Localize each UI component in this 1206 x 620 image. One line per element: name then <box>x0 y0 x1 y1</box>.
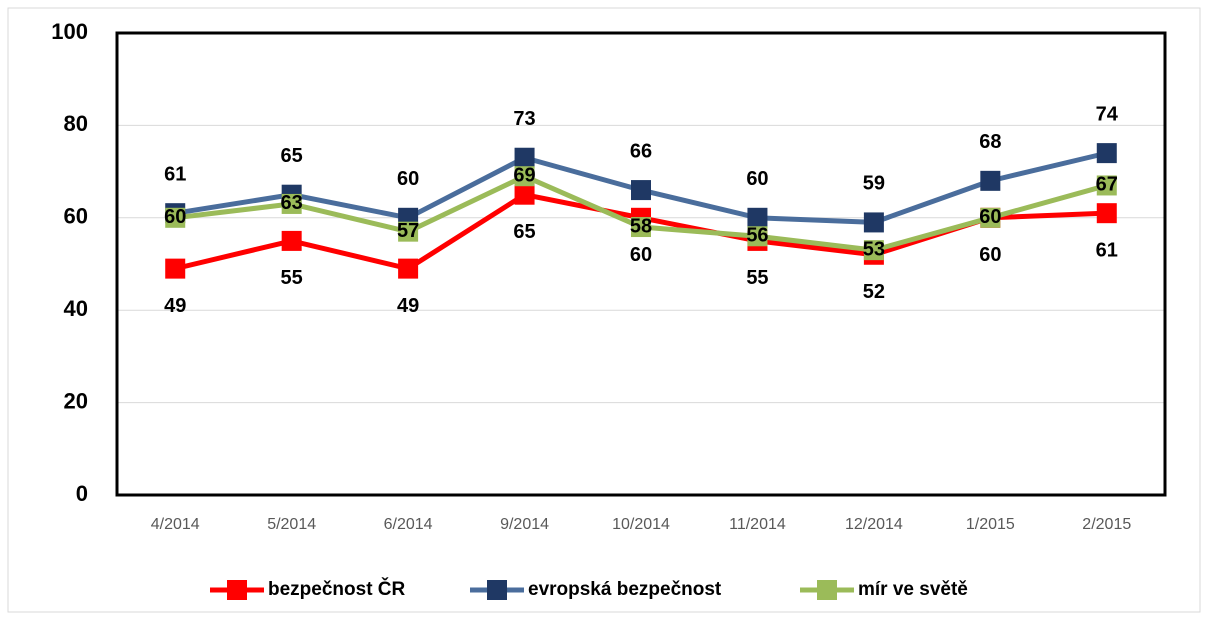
data-label: 65 <box>281 145 303 167</box>
data-label: 60 <box>979 206 1001 228</box>
marker <box>281 193 302 214</box>
legend-marker <box>487 580 507 600</box>
data-label: 55 <box>746 267 768 289</box>
x-tick-label: 12/2014 <box>845 516 903 533</box>
data-label: 66 <box>630 140 652 162</box>
x-tick-label: 10/2014 <box>612 516 670 533</box>
marker <box>747 226 768 247</box>
data-label: 65 <box>513 221 535 243</box>
x-tick-label: 6/2014 <box>384 516 433 533</box>
data-label: 60 <box>164 206 186 228</box>
data-label: 61 <box>1096 239 1118 261</box>
data-label: 53 <box>863 238 885 260</box>
marker <box>1096 175 1117 196</box>
data-label: 52 <box>863 281 885 303</box>
data-label: 61 <box>164 163 186 185</box>
legend-label: evropská bezpečnost <box>528 579 722 600</box>
data-label: 73 <box>513 108 535 130</box>
data-label: 69 <box>513 165 535 187</box>
y-tick-label: 40 <box>64 296 88 321</box>
x-tick-label: 2/2015 <box>1082 516 1131 533</box>
marker <box>863 212 884 233</box>
y-tick-label: 100 <box>51 19 88 44</box>
data-label: 67 <box>1096 174 1118 196</box>
data-label: 57 <box>397 220 419 242</box>
x-tick-label: 4/2014 <box>151 516 200 533</box>
y-tick-label: 60 <box>64 204 88 229</box>
y-tick-label: 0 <box>76 481 88 506</box>
data-label: 60 <box>630 244 652 266</box>
marker <box>631 180 651 201</box>
data-label: 60 <box>746 168 768 190</box>
marker <box>514 166 535 187</box>
marker <box>863 240 884 261</box>
data-label: 59 <box>863 173 885 195</box>
legend-label: mír ve světě <box>858 579 968 600</box>
marker <box>980 207 1001 228</box>
marker <box>514 184 535 205</box>
x-tick-label: 9/2014 <box>500 516 549 533</box>
data-label: 74 <box>1096 103 1119 125</box>
marker <box>398 258 419 279</box>
marker <box>980 170 1001 191</box>
y-tick-label: 80 <box>64 111 88 136</box>
marker <box>398 221 419 242</box>
chart-frame <box>7 7 1201 613</box>
data-label: 49 <box>164 295 186 317</box>
marker <box>631 217 651 238</box>
data-label: 63 <box>281 192 303 214</box>
data-label: 60 <box>397 168 419 190</box>
marker <box>165 207 186 228</box>
data-label: 60 <box>979 244 1001 266</box>
marker <box>281 230 302 251</box>
legend-marker <box>817 580 837 600</box>
x-tick-label: 5/2014 <box>267 516 316 533</box>
data-label: 58 <box>630 215 652 237</box>
marker <box>1096 143 1117 164</box>
y-tick-label: 20 <box>64 388 88 413</box>
marker <box>514 147 535 168</box>
x-tick-label: 1/2015 <box>966 516 1015 533</box>
plot-border <box>115 31 1167 497</box>
marker <box>1096 203 1117 224</box>
legend-marker <box>227 580 247 600</box>
data-label: 56 <box>746 225 768 247</box>
data-label: 55 <box>281 267 303 289</box>
marker <box>165 258 186 279</box>
x-tick-label: 11/2014 <box>729 516 786 533</box>
data-label: 49 <box>397 295 419 317</box>
legend-label: bezpečnost ČR <box>268 578 406 600</box>
data-label: 68 <box>979 131 1001 153</box>
marker <box>747 207 768 228</box>
